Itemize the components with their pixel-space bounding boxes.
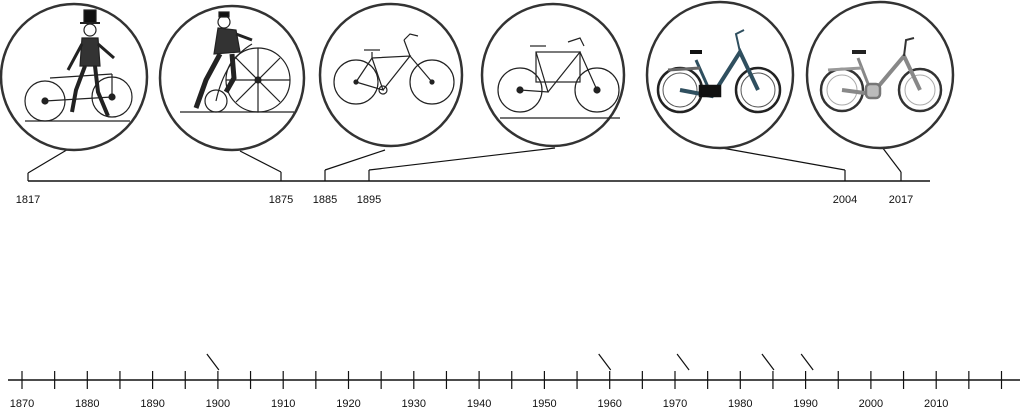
city-bicycle-icon — [656, 29, 782, 114]
bottom-timeline-markers — [206, 353, 814, 371]
connector-2004 — [721, 147, 846, 181]
year-label-1895: 1895 — [357, 194, 381, 206]
tick-label-1900: 1900 — [206, 398, 230, 410]
connector-2017 — [881, 146, 902, 181]
timeline-marker-1960 — [598, 353, 612, 371]
bicycle-circle-1895 — [480, 2, 626, 148]
year-label-1817: 1817 — [16, 194, 40, 206]
bicycle-circle-1875 — [158, 4, 306, 152]
safety-bicycle-icon — [333, 33, 455, 105]
tick-label-1950: 1950 — [532, 398, 556, 410]
tick-label-1980: 1980 — [728, 398, 752, 410]
penny-farthing-icon — [180, 11, 294, 113]
tick-label-2000: 2000 — [859, 398, 883, 410]
bottom-timeline-labels: 1870 1880 1890 1900 1910 1920 1930 1940 … — [10, 398, 949, 410]
tick-label-1990: 1990 — [793, 398, 817, 410]
year-label-1885: 1885 — [313, 194, 337, 206]
connector-1817 — [27, 147, 71, 181]
connector-1875 — [239, 150, 282, 181]
year-label-2004: 2004 — [833, 194, 857, 206]
tick-label-1940: 1940 — [467, 398, 491, 410]
dandy-horse-icon — [24, 9, 133, 122]
timeline-marker-1985 — [761, 353, 775, 371]
electric-bicycle-icon — [819, 37, 943, 113]
tick-label-1970: 1970 — [663, 398, 687, 410]
bicycle-circle-1817 — [0, 2, 149, 152]
bicycle-circle-2004 — [645, 0, 795, 150]
timeline-marker-1900 — [206, 353, 220, 371]
tick-label-1890: 1890 — [140, 398, 164, 410]
tick-label-1870: 1870 — [10, 398, 34, 410]
bicycle-circle-2017 — [805, 0, 955, 150]
year-label-2017: 2017 — [889, 194, 913, 206]
timeline-marker-1972 — [676, 353, 690, 371]
connector-1885 — [324, 149, 386, 181]
tick-label-1910: 1910 — [271, 398, 295, 410]
tick-label-1880: 1880 — [75, 398, 99, 410]
cargo-bicycle-icon — [497, 37, 620, 119]
tick-label-1930: 1930 — [402, 398, 426, 410]
top-timeline: 1817 1875 1885 1895 2004 2017 — [0, 0, 955, 206]
tick-label-2010: 2010 — [924, 398, 948, 410]
tick-label-1920: 1920 — [336, 398, 360, 410]
bicycle-circle-1885 — [318, 2, 464, 148]
bottom-timeline-ticks — [21, 371, 1003, 389]
connector-1895 — [368, 147, 556, 181]
year-label-1875: 1875 — [269, 194, 293, 206]
tick-label-1960: 1960 — [597, 398, 621, 410]
bottom-timeline: 1870 1880 1890 1900 1910 1920 1930 1940 … — [8, 353, 1020, 410]
timeline-marker-1991 — [800, 353, 814, 371]
